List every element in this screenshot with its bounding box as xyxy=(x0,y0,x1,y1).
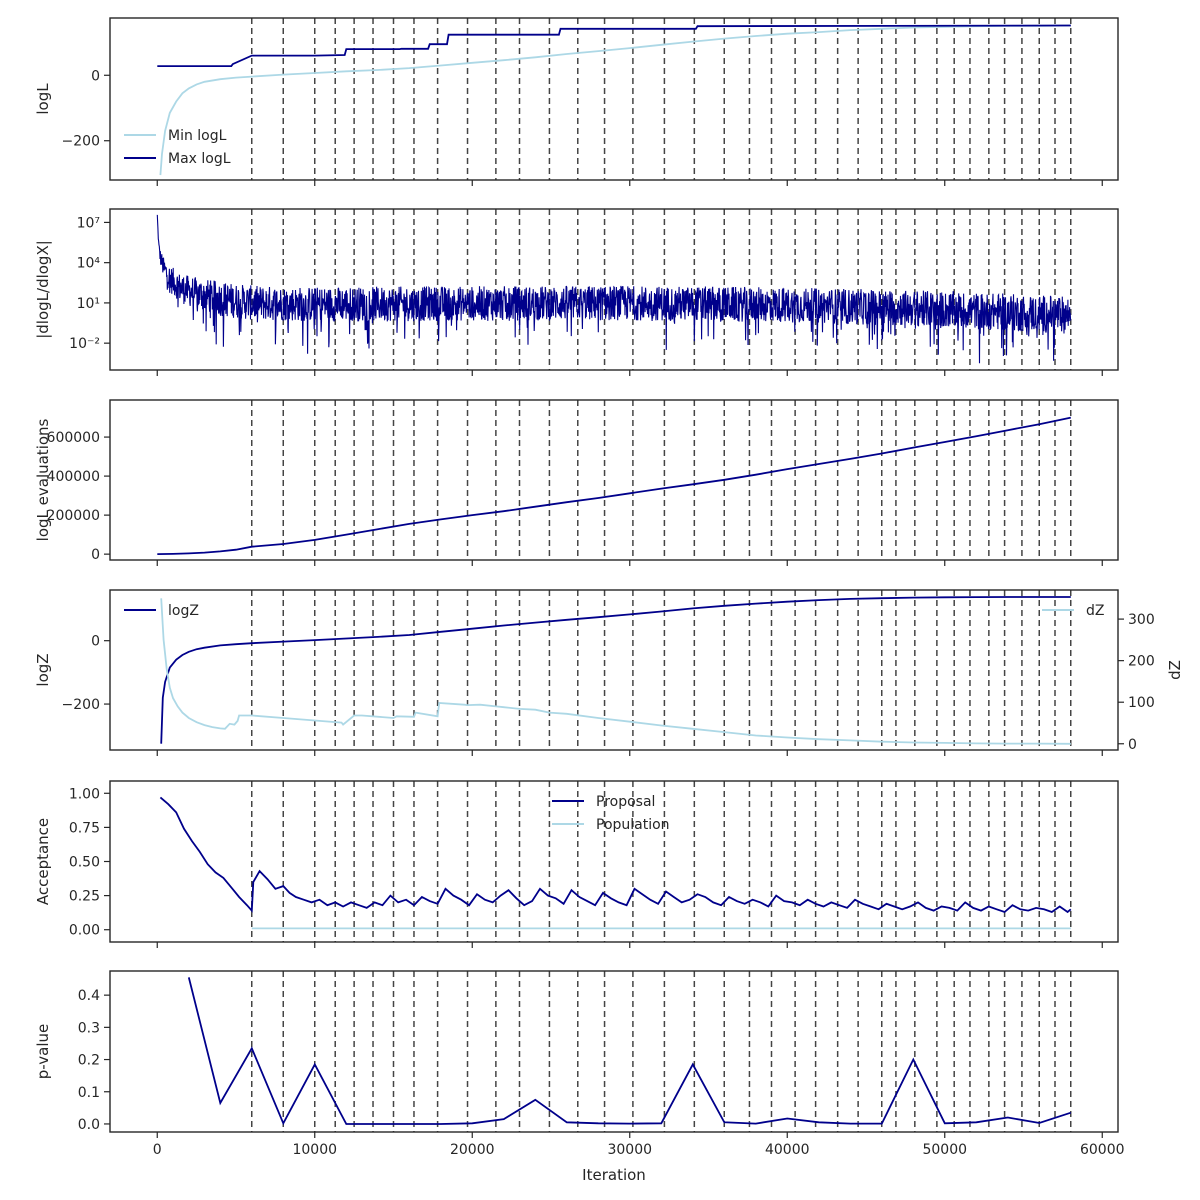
y-tick-label: −200 xyxy=(62,697,100,713)
legend-label-proposal: Proposal xyxy=(596,794,655,810)
panel-pvalue: 0.0 0.1 0.2 0.3 0.4 p-value 0 10000 20000 30000 40… xyxy=(34,970,1125,1184)
max-logl-line xyxy=(157,24,1071,67)
series-group xyxy=(157,416,1071,555)
proposal-line xyxy=(159,796,1072,914)
iteration-markers xyxy=(251,590,1072,750)
y-axis: −200 0 logL xyxy=(34,68,110,150)
y-axis: 0.0 0.1 0.2 0.3 0.4 p-value xyxy=(34,988,110,1133)
panel-loglike: −200 0 logL Min logL Max logL xyxy=(34,17,1119,186)
series-group xyxy=(187,977,1072,1126)
axes-frame xyxy=(109,208,1119,371)
series-group xyxy=(156,214,1072,364)
x-tick-label: 30000 xyxy=(607,1142,652,1158)
x-tick-label: 60000 xyxy=(1080,1142,1125,1158)
legend-label-logz: logZ xyxy=(168,603,199,619)
x-tick-label: 0 xyxy=(153,1142,162,1158)
y-axis: −200 0 logZ xyxy=(34,634,110,713)
y-tick-label: 10⁴ xyxy=(77,256,101,272)
y2-tick-label: 0 xyxy=(1128,737,1137,753)
x-axis xyxy=(156,180,1103,186)
y2-tick-label: 100 xyxy=(1128,695,1155,711)
iteration-markers xyxy=(251,209,1072,370)
y-tick-label: 0.50 xyxy=(69,855,100,871)
y-tick-label: 400000 xyxy=(47,469,100,485)
panel-acceptance: 0.00 0.25 0.50 0.75 1.00 Acceptance Proposal Po… xyxy=(34,780,1119,948)
iteration-markers xyxy=(251,781,1072,942)
y-tick-label: 0.75 xyxy=(69,820,100,836)
panel-logz: −200 0 logZ 0 100 200 300 dZ logZ dZ xyxy=(34,589,1184,756)
y-tick-label: 0.00 xyxy=(69,923,100,939)
y-axis-label: logZ xyxy=(34,653,52,686)
y-tick-label: −200 xyxy=(62,134,100,150)
dz-line xyxy=(160,598,1071,745)
y-tick-label: 0.25 xyxy=(69,889,100,905)
y-axis: 0.00 0.25 0.50 0.75 1.00 Acceptance xyxy=(34,786,110,939)
legend-label-population: Population xyxy=(596,817,670,833)
y-tick-label: 10⁻² xyxy=(69,336,100,352)
axes-frame xyxy=(109,589,1119,751)
series-group xyxy=(157,24,1071,176)
logz-line xyxy=(160,596,1071,744)
legend-label-min-logl: Min logL xyxy=(168,128,227,144)
min-logl-line xyxy=(159,24,1071,176)
legend-label-max-logl: Max logL xyxy=(168,151,231,167)
legend-label-dz: dZ xyxy=(1086,603,1104,619)
y-axis-label: logL xyxy=(34,83,52,115)
y-tick-label: 600000 xyxy=(47,430,100,446)
x-tick-label: 40000 xyxy=(765,1142,810,1158)
x-tick-label: 20000 xyxy=(450,1142,495,1158)
x-tick-label: 10000 xyxy=(292,1142,337,1158)
x-tick-label: 50000 xyxy=(922,1142,967,1158)
y-tick-label: 10⁷ xyxy=(77,215,100,231)
y-tick-label: 0.2 xyxy=(78,1053,100,1069)
y-tick-label: 200000 xyxy=(47,508,100,524)
x-axis: 0 10000 20000 30000 40000 50000 60000 Iteration xyxy=(153,1132,1125,1184)
evals-line xyxy=(157,416,1071,555)
legend: Min logL Max logL xyxy=(124,128,231,167)
panel-dlogl: 10⁻² 10¹ 10⁴ 10⁷ |dlogL/dlogX| xyxy=(34,208,1119,376)
x-axis xyxy=(156,560,1103,566)
y-axis: 10⁻² 10¹ 10⁴ 10⁷ |dlogL/dlogX| xyxy=(34,215,110,352)
x-axis xyxy=(156,370,1103,376)
pvalue-line xyxy=(187,977,1072,1126)
series-group xyxy=(159,796,1072,930)
iteration-markers xyxy=(251,18,1072,180)
legend: logZ dZ xyxy=(124,603,1104,619)
y2-tick-label: 300 xyxy=(1128,612,1155,628)
y-tick-label: 10¹ xyxy=(77,296,100,312)
axes-frame xyxy=(109,399,1119,561)
y-tick-label: 0 xyxy=(91,634,100,650)
legend: Proposal Population xyxy=(552,794,670,833)
y-axis-label: p-value xyxy=(34,1024,52,1080)
y-tick-label: 0.3 xyxy=(78,1020,100,1036)
iteration-markers xyxy=(251,400,1072,560)
y-tick-label: 0.0 xyxy=(78,1117,100,1133)
y-axis-label: Acceptance xyxy=(34,818,52,905)
iteration-markers xyxy=(251,971,1072,1132)
series-group xyxy=(160,596,1071,745)
y2-axis: 0 100 200 300 dZ xyxy=(1118,612,1184,753)
y-axis-label: logL evaluations xyxy=(34,418,52,541)
y2-tick-label: 200 xyxy=(1128,654,1155,670)
dlogl-series-line xyxy=(156,214,1072,364)
y2-axis-label: dZ xyxy=(1166,660,1184,680)
y-tick-label: 0.1 xyxy=(78,1085,100,1101)
x-axis-label: Iteration xyxy=(582,1166,646,1184)
axes-frame xyxy=(109,17,1119,181)
axes-frame xyxy=(109,970,1119,1133)
y-tick-label: 1.00 xyxy=(69,786,100,802)
y-tick-label: 0 xyxy=(91,68,100,84)
y-tick-label: 0.4 xyxy=(78,988,100,1004)
x-axis xyxy=(156,750,1103,756)
y-axis-label: |dlogL/dlogX| xyxy=(34,240,52,339)
y-tick-label: 0 xyxy=(91,547,100,563)
x-axis xyxy=(156,942,1103,948)
